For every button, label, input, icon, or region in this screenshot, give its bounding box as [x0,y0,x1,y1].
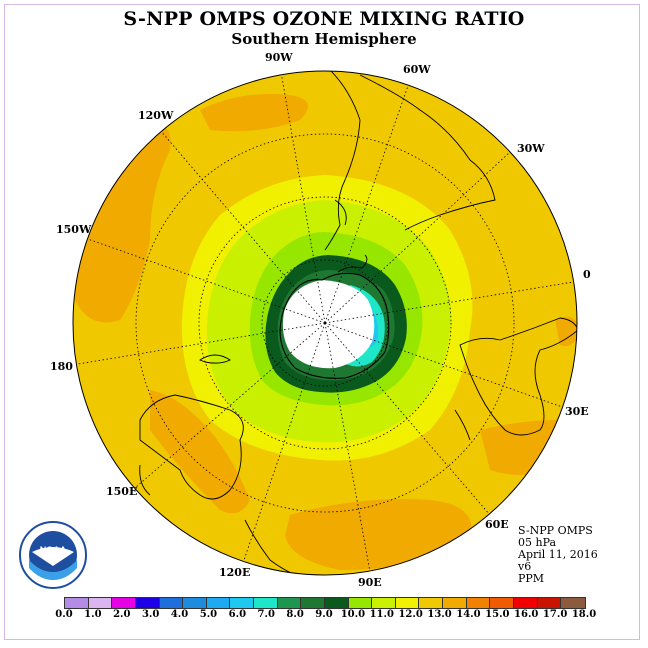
colorbar-labels: 0.0 1.0 2.0 3.0 4.0 5.0 6.0 7.0 8.0 9.0 10.0 11.0 12… [0,609,648,623]
colorbar-swatch [372,598,396,608]
colorbar-tick-label: 16.0 [514,609,539,620]
colorbar-tick-label: 4.0 [170,609,189,620]
noaa-logo-icon: NOAA [19,521,87,589]
colorbar-swatch [277,598,302,608]
graticule [77,71,574,573]
colorbar-tick-label: 15.0 [485,609,510,620]
lon-label-120w: 120W [138,109,174,122]
lon-label-30e: 30E [565,405,589,418]
colorbar-swatch [159,598,184,608]
info-date: April 11, 2016 [518,548,598,561]
colorbar-swatch [183,598,207,608]
colorbar-swatch [537,598,562,608]
lon-label-150e: 150E [106,485,137,498]
colorbar-swatch [206,598,231,608]
colorbar-swatch [324,598,349,608]
colorbar-tick-label: 8.0 [286,609,304,620]
lon-label-60w: 60W [403,63,431,76]
info-block: S-NPP OMPS 05 hPa April 11, 2016 v6 PPM [518,525,598,585]
lon-label-0: 0 [583,268,591,281]
colorbar-tick-label: 13.0 [427,609,452,620]
colorbar-tick-label: 18.0 [571,609,597,620]
colorbar-swatch [419,598,443,608]
info-version: v6 [518,560,532,573]
map-title: S-NPP OMPS OZONE MIXING RATIO [123,8,525,30]
colorbar-tick-label: 0.0 [55,609,73,620]
logo-text: NOAA [40,545,67,555]
colorbar-tick-label: 7.0 [257,609,275,620]
colorbar-tick-label: 2.0 [113,609,131,620]
info-units: PPM [518,572,545,585]
colorbar-swatch [254,598,278,608]
colorbar-swatch [135,598,160,608]
colorbar-tick-label: 12.0 [398,609,423,620]
info-level: 05 hPa [518,536,557,549]
coastlines [139,71,577,575]
colorbar-swatch [301,598,325,608]
colorbar-tick-label: 9.0 [315,609,333,620]
colorbar-tick-label: 17.0 [542,609,568,620]
colorbar-swatch [490,598,514,608]
map-subtitle: Southern Hemisphere [231,30,417,48]
colorbar-tick-label: 5.0 [199,609,218,620]
field-patch [555,316,577,346]
field-patch [150,390,250,514]
colorbar [64,597,586,609]
colorbar-tick-label: 3.0 [141,609,160,620]
colorbar-tick-label: 10.0 [340,609,366,620]
lon-label-120e: 120E [219,566,250,579]
colorbar-swatch [65,598,89,608]
colorbar-swatch [513,598,538,608]
south-pole-marker [323,321,327,325]
colorbar-swatch [443,598,467,608]
colorbar-swatch [230,598,254,608]
image-frame [4,4,640,640]
colorbar-tick-label: 1.0 [84,609,102,620]
map-boundary [72,70,578,576]
colorbar-tick-label: 6.0 [228,609,247,620]
colorbar-tick-label: 14.0 [456,609,481,620]
colorbar-swatch [466,598,491,608]
polar-night-no-data [282,280,375,369]
lon-label-150w: 150W [56,223,92,236]
info-instrument: S-NPP OMPS [518,524,593,537]
colorbar-swatch [88,598,113,608]
field-patch [200,94,308,132]
lon-label-180: 180 [50,360,73,373]
lon-label-60e: 60E [485,518,509,531]
field-patch [285,499,472,570]
colorbar-swatch [395,598,420,608]
colorbar-swatch [561,598,585,608]
colorbar-swatch [112,598,136,608]
colorbar-tick-label: 11.0 [369,609,394,620]
lon-label-30w: 30W [517,142,545,155]
lon-label-90e: 90E [358,576,382,589]
colorbar-swatch [348,598,373,608]
lon-label-90w: 90W [265,51,293,64]
